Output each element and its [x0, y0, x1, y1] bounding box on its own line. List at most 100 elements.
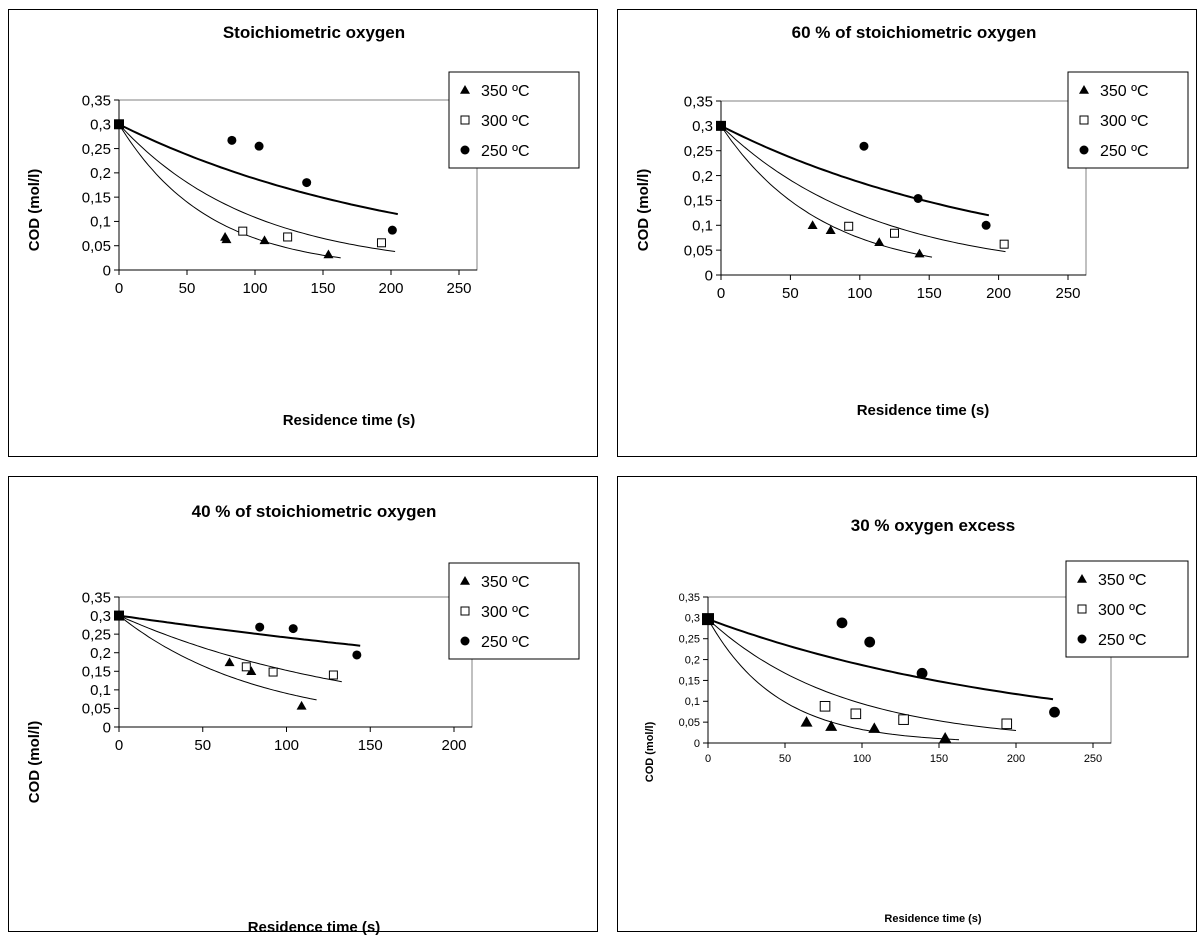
fit-curve-triangle — [707, 618, 960, 741]
point-triangle — [874, 237, 885, 246]
fit-curve-square — [118, 123, 396, 252]
legend-label: 350 ºC — [481, 574, 530, 591]
y-tick-label: 0,05 — [82, 238, 111, 255]
legend-marker-square — [1077, 604, 1087, 614]
point-square — [241, 662, 251, 672]
chart-panel-2: 60 % of stoichiometric oxygen 0 0,05 0,1 0,1… — [617, 9, 1197, 457]
legend-box — [448, 562, 580, 660]
x-tick-label: 0 — [115, 280, 123, 297]
point-triangle — [939, 731, 952, 743]
y-tick-label: 0,1 — [90, 214, 111, 231]
y-tick-label: 0,15 — [679, 675, 700, 687]
point-circle — [255, 622, 265, 632]
y-tick-label: 0,15 — [82, 189, 111, 206]
point-circle — [916, 667, 928, 679]
fit-curve-circle — [720, 125, 990, 217]
point-circle — [864, 636, 876, 648]
x-tick-label: 50 — [179, 280, 196, 297]
x-tick-label: 250 — [1055, 285, 1080, 302]
fit-curve-triangle — [118, 124, 341, 259]
x-tick-label: 50 — [782, 285, 799, 302]
legend-label: 250 ºC — [481, 143, 530, 160]
legend-label: 250 ºC — [481, 634, 530, 651]
point-triangle — [259, 235, 270, 245]
y-tick-label: 0,1 — [90, 682, 111, 699]
point-triangle — [825, 225, 836, 235]
y-axis-label: COD (mol/l) — [26, 721, 43, 804]
x-tick-label: 150 — [930, 753, 948, 765]
point-square — [1001, 718, 1013, 730]
x-tick-label: 0 — [115, 737, 123, 754]
x-tick-label: 0 — [717, 285, 725, 302]
legend-marker-square — [460, 115, 470, 125]
y-axis-label: COD (mol/l) — [635, 169, 652, 252]
fit-curve-circle — [118, 614, 361, 647]
y-axis-label: COD (mol/l) — [644, 721, 656, 782]
point-triangle — [246, 666, 257, 676]
y-tick-label: 0,2 — [692, 168, 713, 185]
y-tick-label: 0,2 — [685, 654, 700, 666]
x-tick-label: 200 — [1007, 753, 1025, 765]
y-tick-label: 0,15 — [82, 664, 111, 681]
x-tick-label: 150 — [310, 280, 335, 297]
chart-svg-2: 60 % of stoichiometric oxygen 0 0,05 0,1 0,1… — [635, 23, 1189, 419]
y-tick-label: 0,1 — [685, 696, 700, 708]
chart-svg-3: 40 % of stoichiometric oxygen 0 0,05 0,10,1… — [26, 502, 580, 936]
point-square — [376, 238, 386, 248]
y-tick-label: 0,2 — [90, 165, 111, 182]
point-initial — [716, 120, 726, 131]
chart-panel-3: 40 % of stoichiometric oxygen 0 0,05 0,1 0,1… — [8, 476, 598, 936]
point-circle — [859, 141, 869, 151]
fit-curve-circle — [707, 618, 1054, 701]
fit-curve-square — [720, 125, 1006, 253]
y-tick-label: 0,3 — [90, 608, 111, 625]
y-tick-label: 0,05 — [82, 701, 111, 718]
legend-label: 350 ºC — [1098, 572, 1147, 589]
point-triangle — [296, 700, 307, 710]
legend-marker-circle — [460, 636, 470, 646]
x-axis-label: Residence time (s) — [248, 919, 381, 936]
point-triangle — [868, 722, 881, 733]
x-tick-label: 50 — [194, 737, 211, 754]
point-triangle — [825, 720, 838, 731]
y-tick-label: 0,1 — [692, 218, 713, 235]
point-circle — [1049, 706, 1060, 718]
legend-marker-triangle — [1079, 85, 1089, 94]
y-tick-label: 0,15 — [684, 193, 713, 210]
point-triangle — [800, 716, 813, 727]
y-tick-label: 0,35 — [684, 93, 713, 110]
y-tick-label: 0,35 — [679, 592, 700, 604]
x-axis-label: Residence time (s) — [857, 402, 990, 419]
x-tick-label: 0 — [705, 753, 711, 765]
legend-marker-triangle — [460, 85, 470, 94]
legend-label: 250 ºC — [1098, 632, 1147, 649]
y-tick-label: 0 — [694, 738, 700, 750]
point-square — [999, 239, 1009, 249]
point-square — [844, 221, 854, 231]
legend-label: 350 ºC — [481, 83, 530, 100]
legend-marker-triangle — [460, 576, 470, 585]
fit-curve-triangle — [118, 615, 317, 701]
x-axis-label: Residence time (s) — [884, 913, 982, 925]
point-triangle — [224, 657, 235, 667]
legend-label: 250 ºC — [1100, 143, 1149, 160]
point-initial — [114, 119, 124, 130]
point-triangle — [807, 220, 818, 230]
legend-box — [448, 71, 580, 169]
y-tick-label: 0,05 — [679, 717, 700, 729]
legend-marker-circle — [1079, 145, 1089, 155]
y-tick-label: 0,3 — [90, 117, 111, 134]
chart-svg-4: 30 % oxygen excess 0 0,05 0,1 0,15 0,2 0,25 0,3… — [644, 516, 1189, 925]
legend-marker-circle — [460, 145, 470, 155]
chart-title: 40 % of stoichiometric oxygen — [192, 502, 437, 521]
point-square — [268, 667, 278, 677]
x-tick-label: 150 — [358, 737, 383, 754]
y-tick-label: 0 — [705, 267, 713, 284]
legend-label: 350 ºC — [1100, 83, 1149, 100]
point-square — [283, 232, 293, 242]
plot-area — [707, 596, 1112, 744]
point-square — [819, 700, 831, 712]
point-circle — [254, 141, 264, 151]
x-tick-label: 200 — [441, 737, 466, 754]
plot-area — [720, 100, 1087, 276]
